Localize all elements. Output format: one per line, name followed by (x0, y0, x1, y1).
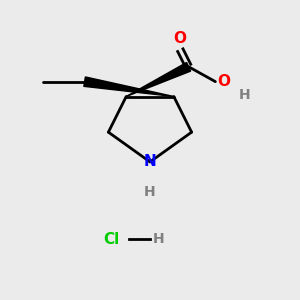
Text: O: O (173, 31, 186, 46)
Text: O: O (217, 74, 230, 89)
Text: Cl: Cl (103, 232, 119, 247)
Text: H: H (153, 232, 165, 246)
Text: H: H (144, 184, 156, 199)
Polygon shape (126, 62, 191, 97)
Text: H: H (239, 88, 251, 102)
Polygon shape (84, 77, 174, 97)
Text: N: N (144, 154, 156, 169)
